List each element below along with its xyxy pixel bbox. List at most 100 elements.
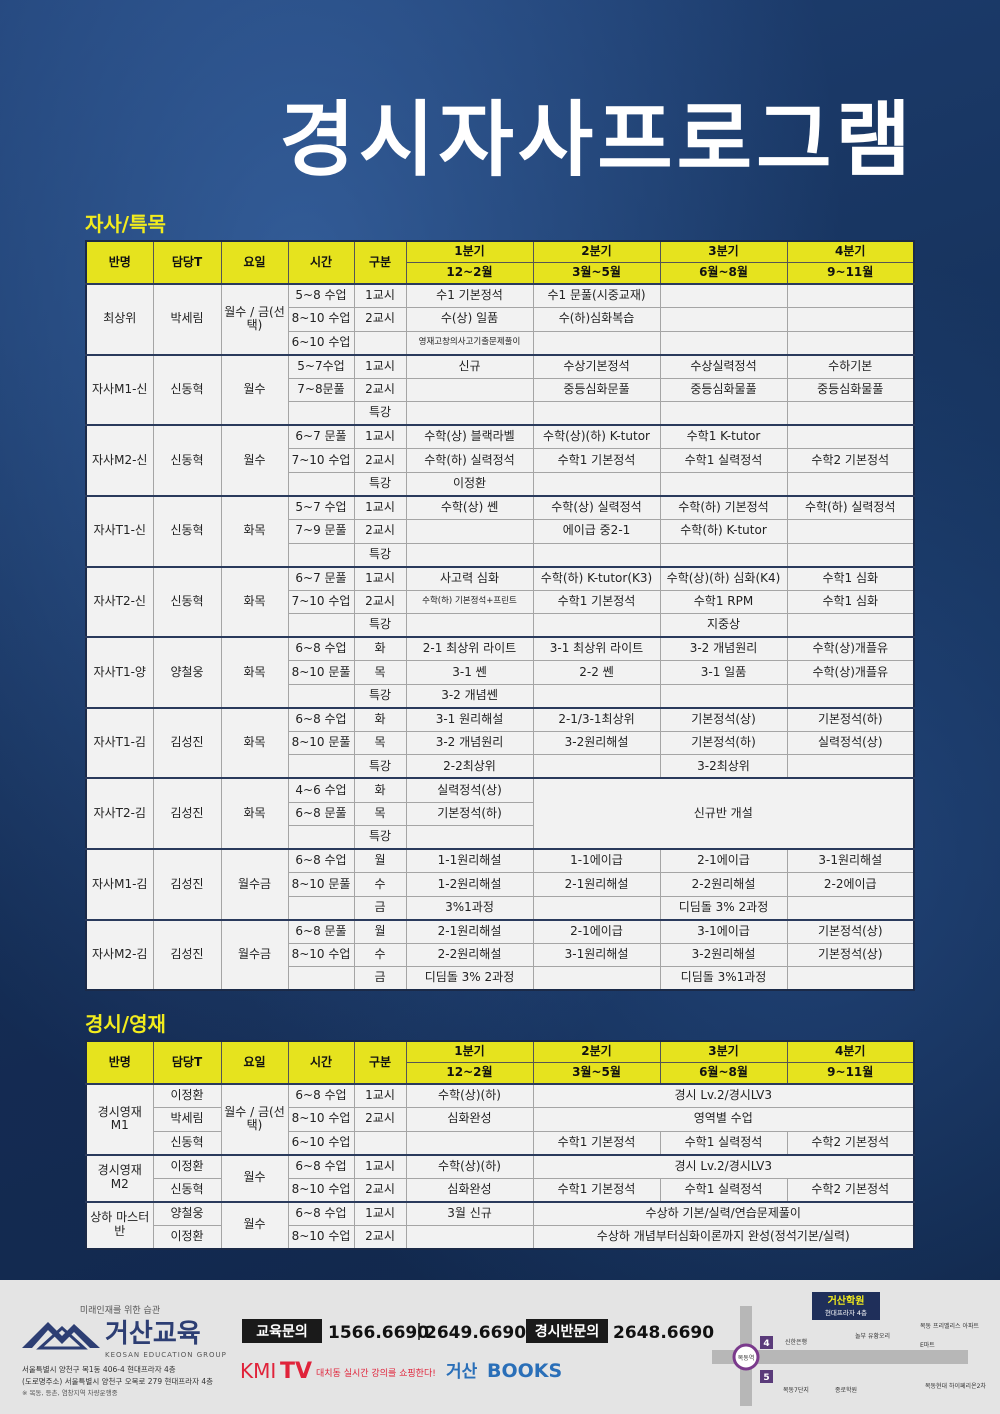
- table-cell: [287, 683, 355, 709]
- section-heading: 경시/영재: [85, 1012, 166, 1036]
- table-row: 7~9 문풀 2교시 에이급 중2-1 수학(하) K-tutor: [86, 518, 915, 544]
- table-cell: 수학(하) 실력정석: [786, 494, 915, 520]
- map-label: 신한은행: [785, 1338, 807, 1346]
- table-cell: 월: [353, 848, 407, 874]
- table-cell: 3-2 개념원리: [405, 730, 534, 756]
- header-cell: 3분기: [659, 240, 788, 263]
- table-cell: 8~10 문풀: [287, 660, 355, 685]
- table-cell: 4~6 수업: [287, 777, 355, 803]
- table-cell: 3-1원리해설: [786, 848, 915, 874]
- table-cell: 수학(상)(하): [405, 1083, 534, 1109]
- table-cell: [287, 613, 355, 638]
- table-cell: 2-2원리해설: [659, 872, 788, 897]
- header-cell: 2분기: [532, 240, 661, 263]
- table-row: 특강: [86, 825, 914, 850]
- table-cell: 기본정석(상): [659, 706, 788, 732]
- table-cell: 화목: [220, 494, 289, 568]
- label-box: [242, 1319, 322, 1343]
- header-cell: 요일: [220, 240, 289, 285]
- table-cell: [786, 424, 915, 450]
- table-cell: 이정환: [152, 1083, 222, 1109]
- table-row: 특강 이정환: [86, 471, 915, 497]
- table-cell: 디딤돌 3%1과정: [659, 966, 788, 991]
- table-cell: 수학(하) 기본정석: [659, 494, 788, 520]
- header-cell: 6월~8월: [659, 262, 788, 285]
- table-cell: [659, 401, 788, 426]
- table-cell: 수학1 기본정석: [532, 1177, 661, 1203]
- header-cell: 9~11월: [786, 1062, 915, 1085]
- schedule-table: 반명 담당T 요일 시간 구분 1분기 2분기 3분기 4분기 12~2월 3월~5월 6월~8월 9~…: [85, 240, 915, 992]
- table-cell: 화: [353, 636, 407, 662]
- table-cell: 자사M2-신: [85, 424, 154, 497]
- table-cell: 수상하 기본/실력/연습문제풀이: [532, 1200, 915, 1226]
- table-cell: [786, 613, 915, 638]
- table-cell: 5~8 수업: [287, 283, 355, 309]
- table-cell: [786, 754, 915, 779]
- table-cell: 자사M1-신: [85, 353, 154, 426]
- table-cell: [786, 518, 915, 544]
- table-cell: 월수금: [220, 918, 289, 991]
- table-cell: 김성진: [152, 777, 222, 850]
- table-cell: 신규: [405, 353, 534, 379]
- map-label: 목동7단지: [783, 1386, 809, 1394]
- table-cell: 1-1원리해설: [405, 848, 534, 874]
- header-cell: 12~2월: [405, 262, 534, 285]
- table-cell: [287, 471, 355, 497]
- table-row: 자사T1-김 김성진 화목 6~8 수업 화 3-1 원리해설 2-1/3-1최상위 기본정석…: [85, 706, 915, 779]
- table-cell: [532, 966, 661, 991]
- table-cell: 지중상: [659, 613, 788, 638]
- table-row: 자사T1-양 양철웅 화목 6~8 수업 화 2-1 최상위 라이트 3-1 최상위 라이트…: [85, 636, 915, 709]
- table-cell: 자사T1-양: [85, 636, 154, 709]
- table-cell: 수학(하) 기본정석+프린트: [405, 589, 534, 615]
- table-cell: [287, 825, 355, 850]
- logo: [36, 1325, 88, 1350]
- table-cell: 금: [353, 895, 407, 921]
- table-cell: 6~7 문풀: [287, 424, 355, 450]
- table-cell: 금: [353, 966, 407, 991]
- table-cell: 수1 문풀(시중교재): [532, 283, 661, 309]
- table-cell: 수학(상) 블랙라벨: [405, 424, 534, 450]
- table-cell: 중등심화문풀: [532, 377, 661, 403]
- table-cell: 6~8 수업: [287, 1200, 355, 1226]
- table-row: 신동혁 8~10 수업 2교시 심화완성 수학1 기본정석 수학1 실력정석 수학2 기본정…: [86, 1177, 915, 1203]
- table-cell: 화: [353, 706, 407, 732]
- table-cell: [405, 1224, 534, 1250]
- header-cell: 3월~5월: [532, 1062, 661, 1085]
- table-cell: 에이급 중2-1: [532, 518, 661, 544]
- phone: 2649.6690: [425, 1323, 526, 1343]
- table-cell: 2-1에이급: [532, 918, 661, 944]
- table-cell: 김성진: [152, 848, 222, 921]
- table-cell: 2-2최상위: [405, 754, 534, 779]
- table-cell: [786, 401, 915, 426]
- table-row: 금 디딤돌 3% 2과정 디딤돌 3%1과정: [86, 966, 915, 991]
- brand: 거산교육: [105, 1319, 201, 1349]
- table-cell: 자사T1-김: [85, 706, 154, 779]
- table-cell: 영재고창의사고기출문제풀이: [405, 330, 534, 356]
- table-cell: 신동혁: [152, 565, 222, 638]
- table-cell: [532, 895, 661, 921]
- table-cell: 이정환: [405, 471, 534, 497]
- table-row: 특강: [86, 542, 915, 568]
- table-cell: 수상실력정석: [659, 353, 788, 379]
- table-cell: 6~10 수업: [287, 1130, 355, 1156]
- table-cell: 수학(상)(하) K-tutor: [532, 424, 661, 450]
- table-cell: 2교시: [353, 1224, 407, 1250]
- table-cell: 2-2 쎈: [532, 660, 661, 685]
- header-cell: 요일: [220, 1040, 289, 1085]
- table-cell: 6~8 수업: [287, 1153, 355, 1179]
- table-cell: [659, 471, 788, 497]
- table-cell: 수학2 기본정석: [786, 1177, 915, 1203]
- exit: 4: [763, 1339, 769, 1349]
- header-cell: 담당T: [152, 240, 222, 285]
- table-cell: 2-2원리해설: [405, 942, 534, 968]
- table-cell: 3-1 쎈: [405, 660, 534, 685]
- table-cell: 월: [353, 918, 407, 944]
- footer: 미래인재를 위한 습관 거산교육 KEOSAN EDUCATION GROUP …: [0, 1280, 1000, 1414]
- table-row: 신동혁 6~10 수업 수학1 기본정석 수학1 실력정석 수학2 기본정석: [86, 1130, 915, 1156]
- table-cell: 자사T2-신: [85, 565, 154, 638]
- table-cell: [353, 1130, 407, 1156]
- table-cell: [786, 683, 915, 709]
- table-cell: 2교시: [353, 589, 407, 615]
- header-cell: 구분: [353, 240, 407, 285]
